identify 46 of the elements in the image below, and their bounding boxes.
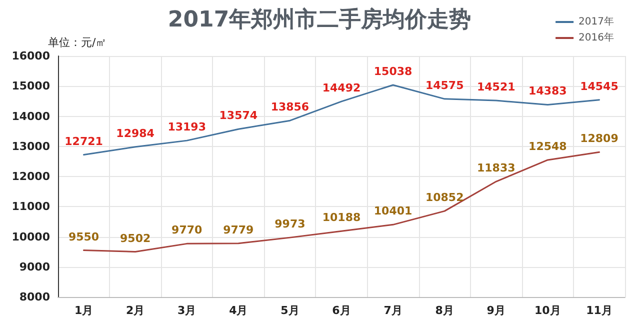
y-tick-label: 8000 [19, 290, 50, 304]
data-label: 9779 [223, 223, 254, 236]
x-tick-label: 4月 [229, 304, 248, 317]
x-tick-label: 7月 [384, 304, 402, 317]
x-tick-label: 11月 [586, 304, 612, 317]
y-tick-label: 15000 [12, 80, 50, 93]
data-label: 14383 [528, 84, 567, 98]
y-tick-label: 12000 [12, 170, 50, 183]
data-label: 10401 [374, 204, 412, 218]
data-label: 12721 [64, 134, 103, 148]
y-tick-label: 16000 [12, 50, 50, 62]
y-tick-label: 9000 [19, 260, 50, 274]
x-tick-label: 3月 [178, 304, 196, 317]
data-label: 12548 [528, 140, 567, 153]
data-label: 13856 [270, 100, 310, 114]
data-label: 14545 [580, 80, 618, 93]
y-tick-label: 14000 [12, 110, 50, 123]
chart-title: 2017年郑州市二手房均价走势 [168, 6, 472, 32]
x-tick-label: 6月 [332, 304, 351, 317]
data-label: 15038 [374, 64, 412, 78]
data-label: 9973 [274, 218, 306, 231]
data-label: 14575 [425, 78, 464, 92]
data-label: 13574 [219, 109, 258, 122]
x-tick-label: 2月 [126, 304, 145, 317]
data-label: 13193 [168, 120, 206, 134]
data-label: 12984 [116, 126, 155, 140]
data-label: 9550 [68, 230, 100, 244]
x-tick-label: 1月 [74, 304, 94, 317]
x-tick-label: 8月 [435, 304, 454, 317]
legend-label: 2016年 [578, 32, 614, 44]
data-label: 12809 [580, 132, 618, 146]
data-label: 10188 [322, 211, 361, 224]
x-tick-label: 9月 [486, 304, 506, 317]
data-label: 10852 [425, 191, 464, 204]
y-axis-title: 单位：元/㎡ [48, 36, 107, 49]
data-label: 11833 [476, 162, 516, 175]
data-label: 9502 [120, 232, 151, 245]
legend-label: 2017年 [578, 16, 614, 28]
data-label: 14492 [322, 81, 361, 94]
y-tick-label: 13000 [12, 140, 50, 153]
data-label: 9770 [172, 224, 203, 237]
x-tick-label: 10月 [534, 304, 561, 317]
x-tick-label: 5月 [280, 304, 300, 317]
data-label: 14521 [476, 80, 516, 94]
y-tick-label: 10000 [12, 230, 50, 244]
y-tick-label: 11000 [12, 200, 50, 214]
